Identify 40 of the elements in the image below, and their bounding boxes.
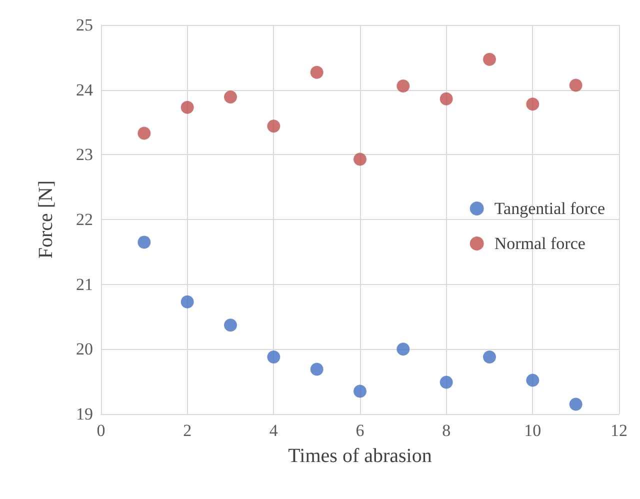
legend-label: Normal force	[494, 234, 586, 253]
x-tick-label: 2	[183, 421, 192, 440]
point	[526, 98, 540, 111]
x-tick-label: 0	[96, 421, 106, 440]
point	[138, 236, 151, 249]
x-tick-label: 12	[610, 421, 628, 440]
y-tick-label: 22	[76, 210, 93, 229]
legend-label: Tangential force	[494, 199, 606, 218]
point	[396, 342, 410, 356]
point	[483, 350, 496, 364]
point	[180, 100, 194, 114]
point	[526, 374, 540, 387]
point	[267, 350, 280, 364]
y-tick-label: 19	[76, 404, 93, 424]
point	[138, 126, 151, 140]
point	[483, 52, 496, 66]
y-tick-label: 20	[76, 340, 93, 359]
point	[396, 79, 410, 92]
point	[354, 384, 366, 398]
point	[569, 398, 582, 411]
y-tick-label: 21	[76, 274, 93, 294]
x-axis-title: Times of abrasion	[288, 445, 432, 467]
point	[267, 120, 280, 133]
point	[354, 152, 366, 166]
y-tick-label: 25	[76, 16, 93, 34]
y-tick-label: 24	[76, 80, 94, 100]
point	[569, 78, 582, 92]
point	[180, 295, 194, 308]
point	[224, 90, 237, 104]
x-tick-label: 10	[524, 421, 542, 440]
x-tick-label: 4	[269, 421, 278, 440]
point	[224, 318, 237, 332]
y-tick-label: 23	[76, 145, 93, 164]
point	[440, 92, 453, 106]
x-tick-label: 6	[356, 421, 364, 440]
point	[310, 362, 324, 376]
y-axis-title: Force [N]	[35, 180, 57, 259]
point	[440, 376, 453, 389]
x-tick-label: 8	[442, 421, 451, 440]
point	[310, 66, 324, 79]
